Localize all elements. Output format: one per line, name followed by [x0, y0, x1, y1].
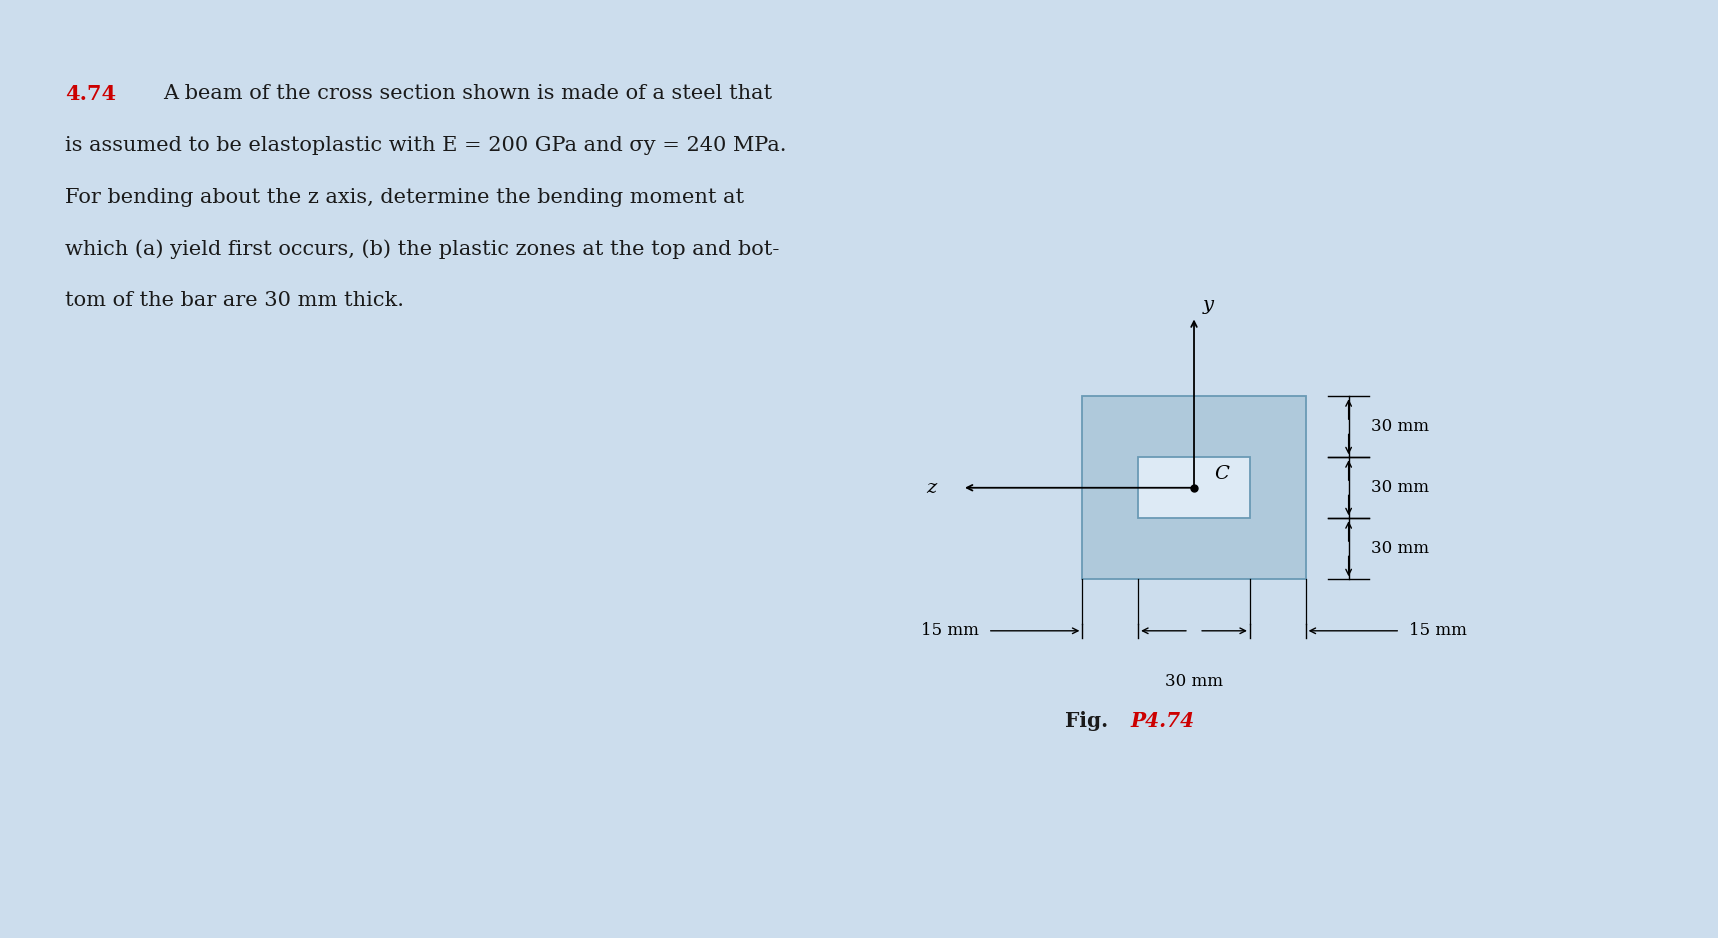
- Text: 15 mm: 15 mm: [1409, 622, 1467, 640]
- Text: C: C: [1215, 465, 1230, 483]
- Text: 30 mm: 30 mm: [1371, 479, 1429, 496]
- Text: tom of the bar are 30 mm thick.: tom of the bar are 30 mm thick.: [65, 291, 404, 310]
- Bar: [1082, 397, 1306, 580]
- Text: y: y: [1203, 296, 1213, 314]
- Text: Fig.: Fig.: [1065, 711, 1115, 731]
- Text: P4.74: P4.74: [1130, 711, 1194, 731]
- Text: which (a) yield first occurs, (b) the plastic zones at the top and bot-: which (a) yield first occurs, (b) the pl…: [65, 239, 780, 259]
- Text: 30 mm: 30 mm: [1371, 540, 1429, 557]
- Text: 30 mm: 30 mm: [1371, 418, 1429, 435]
- Text: A beam of the cross section shown is made of a steel that: A beam of the cross section shown is mad…: [163, 84, 773, 103]
- Text: 4.74: 4.74: [65, 84, 117, 104]
- Text: 30 mm: 30 mm: [1165, 673, 1223, 690]
- Bar: [1137, 458, 1249, 518]
- Text: is assumed to be elastoplastic with E = 200 GPa and σy = 240 MPa.: is assumed to be elastoplastic with E = …: [65, 136, 787, 155]
- Text: For bending about the z axis, determine the bending moment at: For bending about the z axis, determine …: [65, 188, 744, 206]
- Text: 15 mm: 15 mm: [921, 622, 979, 640]
- Text: z: z: [926, 478, 936, 497]
